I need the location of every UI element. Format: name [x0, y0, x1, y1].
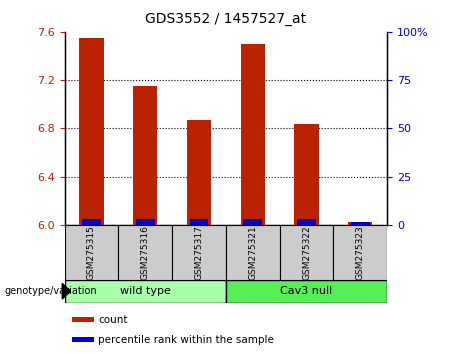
- Text: GDS3552 / 1457527_at: GDS3552 / 1457527_at: [145, 12, 307, 27]
- Bar: [297, 219, 316, 225]
- Bar: [295, 124, 319, 225]
- Bar: [241, 44, 265, 225]
- Bar: [348, 222, 372, 225]
- Bar: [79, 38, 104, 225]
- FancyBboxPatch shape: [118, 225, 172, 280]
- Text: GSM275323: GSM275323: [356, 225, 365, 280]
- FancyBboxPatch shape: [65, 225, 118, 280]
- Bar: [351, 222, 370, 225]
- Bar: [82, 219, 101, 225]
- FancyBboxPatch shape: [65, 280, 226, 303]
- Text: GSM275316: GSM275316: [141, 225, 150, 280]
- FancyBboxPatch shape: [226, 225, 280, 280]
- Text: Cav3 null: Cav3 null: [280, 286, 333, 296]
- Bar: [72, 317, 94, 322]
- Text: genotype/variation: genotype/variation: [5, 286, 97, 296]
- Bar: [136, 219, 154, 225]
- FancyBboxPatch shape: [280, 225, 333, 280]
- Polygon shape: [62, 283, 71, 299]
- Text: count: count: [99, 315, 128, 325]
- Bar: [189, 219, 208, 225]
- Bar: [72, 337, 94, 342]
- Text: GSM275322: GSM275322: [302, 225, 311, 280]
- Bar: [133, 86, 157, 225]
- FancyBboxPatch shape: [226, 280, 387, 303]
- Text: GSM275315: GSM275315: [87, 225, 96, 280]
- Bar: [187, 120, 211, 225]
- FancyBboxPatch shape: [333, 225, 387, 280]
- Text: GSM275317: GSM275317: [195, 225, 203, 280]
- Text: GSM275321: GSM275321: [248, 225, 257, 280]
- Text: percentile rank within the sample: percentile rank within the sample: [99, 335, 274, 345]
- FancyBboxPatch shape: [172, 225, 226, 280]
- Text: wild type: wild type: [120, 286, 171, 296]
- Bar: [243, 219, 262, 225]
